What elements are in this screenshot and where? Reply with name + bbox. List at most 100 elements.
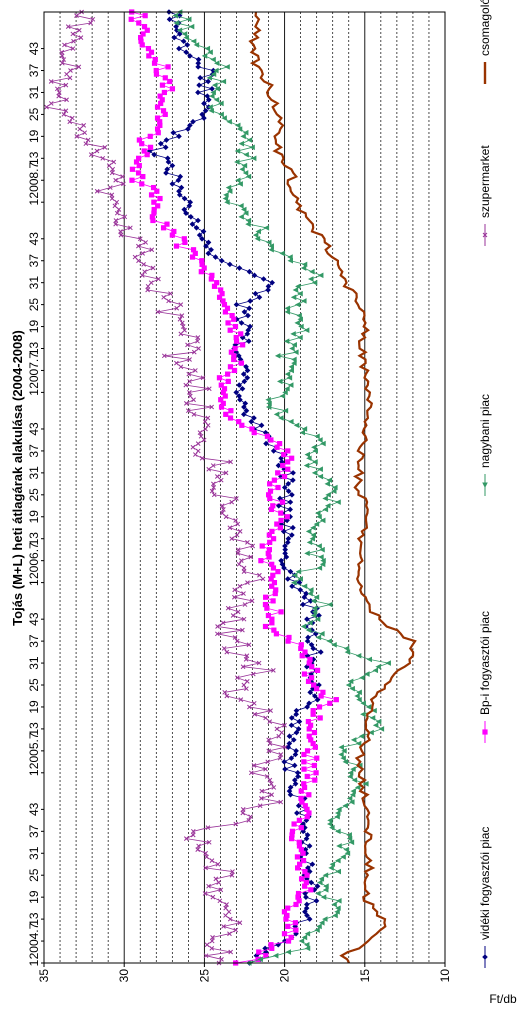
data-point bbox=[218, 397, 224, 403]
data-point bbox=[306, 700, 312, 707]
data-point bbox=[216, 294, 223, 300]
data-point bbox=[285, 638, 291, 644]
data-point bbox=[233, 927, 239, 933]
data-point bbox=[225, 371, 231, 377]
data-point bbox=[293, 729, 300, 736]
data-point bbox=[311, 279, 318, 286]
data-point bbox=[269, 583, 275, 589]
data-point bbox=[341, 748, 347, 754]
data-point bbox=[304, 550, 310, 557]
data-point bbox=[300, 601, 306, 608]
data-point bbox=[267, 719, 273, 724]
data-point bbox=[81, 123, 87, 128]
data-point bbox=[187, 53, 193, 59]
data-point bbox=[289, 532, 295, 538]
data-point bbox=[203, 850, 208, 856]
data-point bbox=[308, 276, 314, 282]
data-point bbox=[157, 119, 163, 125]
legend: vidéki fogyasztói piac Bp-i fogyasztói pi… bbox=[478, 0, 492, 968]
data-point bbox=[346, 832, 352, 838]
data-point bbox=[281, 473, 288, 480]
data-point bbox=[285, 488, 292, 494]
y-tick-label: 15 bbox=[358, 969, 372, 983]
data-point bbox=[243, 363, 249, 370]
data-point bbox=[296, 718, 303, 725]
data-point bbox=[276, 733, 282, 739]
data-point bbox=[256, 949, 262, 955]
x-tick-label: 2007.7 bbox=[27, 352, 41, 389]
data-point bbox=[151, 199, 157, 205]
data-point bbox=[317, 473, 324, 480]
data-point bbox=[285, 905, 291, 911]
data-point bbox=[234, 122, 241, 129]
x-tick-label: 1 bbox=[27, 389, 41, 396]
data-point bbox=[145, 283, 151, 289]
series-layer bbox=[44, 9, 417, 966]
series-5 bbox=[248, 11, 417, 964]
data-point bbox=[94, 188, 100, 194]
data-point bbox=[173, 243, 180, 249]
data-point bbox=[319, 631, 325, 637]
data-point bbox=[324, 502, 331, 509]
data-point bbox=[229, 872, 235, 878]
data-point bbox=[209, 938, 215, 944]
data-point bbox=[139, 42, 145, 48]
data-point bbox=[269, 945, 275, 951]
x-tick-label: 1 bbox=[27, 959, 41, 966]
data-point bbox=[139, 273, 145, 278]
data-point bbox=[76, 64, 82, 70]
data-point bbox=[311, 470, 318, 476]
legend-marker bbox=[482, 729, 488, 735]
data-point bbox=[183, 836, 189, 841]
data-point bbox=[205, 250, 212, 257]
data-point bbox=[187, 199, 194, 205]
data-point bbox=[137, 236, 143, 242]
data-point bbox=[319, 919, 325, 926]
data-point bbox=[242, 129, 249, 136]
data-point bbox=[263, 594, 269, 600]
data-point bbox=[306, 455, 312, 462]
data-point bbox=[228, 459, 233, 465]
data-point bbox=[327, 817, 333, 824]
data-point bbox=[258, 558, 264, 564]
data-point bbox=[199, 258, 205, 264]
data-point bbox=[266, 239, 272, 246]
data-point bbox=[288, 363, 295, 370]
data-point bbox=[257, 803, 263, 809]
data-point bbox=[245, 327, 251, 334]
data-point bbox=[310, 708, 316, 714]
x-tick-label: 37 bbox=[27, 254, 41, 268]
data-point bbox=[236, 265, 243, 271]
data-point bbox=[314, 883, 321, 889]
data-point bbox=[235, 521, 241, 527]
data-point bbox=[160, 225, 167, 231]
data-point bbox=[90, 16, 96, 22]
y-tick-label: 35 bbox=[37, 969, 51, 983]
data-point bbox=[248, 418, 255, 425]
data-point bbox=[346, 795, 353, 802]
data-point bbox=[318, 649, 324, 655]
data-point bbox=[241, 565, 247, 571]
data-point bbox=[227, 364, 234, 370]
data-point bbox=[218, 477, 224, 483]
data-point bbox=[326, 477, 333, 483]
data-point bbox=[347, 770, 354, 776]
data-point bbox=[312, 459, 318, 465]
data-point bbox=[252, 290, 259, 297]
data-point bbox=[229, 536, 235, 542]
data-point bbox=[222, 393, 228, 399]
data-point bbox=[216, 880, 222, 885]
data-point bbox=[285, 459, 291, 465]
data-point bbox=[76, 27, 82, 33]
data-point bbox=[309, 535, 316, 542]
data-point bbox=[375, 663, 381, 670]
data-point bbox=[205, 78, 211, 85]
data-point bbox=[224, 64, 230, 70]
data-point bbox=[221, 386, 228, 392]
data-point bbox=[277, 525, 284, 531]
data-point bbox=[318, 876, 325, 882]
data-point bbox=[267, 539, 273, 545]
data-point bbox=[279, 250, 285, 257]
data-point bbox=[213, 60, 220, 67]
data-point bbox=[270, 503, 276, 509]
